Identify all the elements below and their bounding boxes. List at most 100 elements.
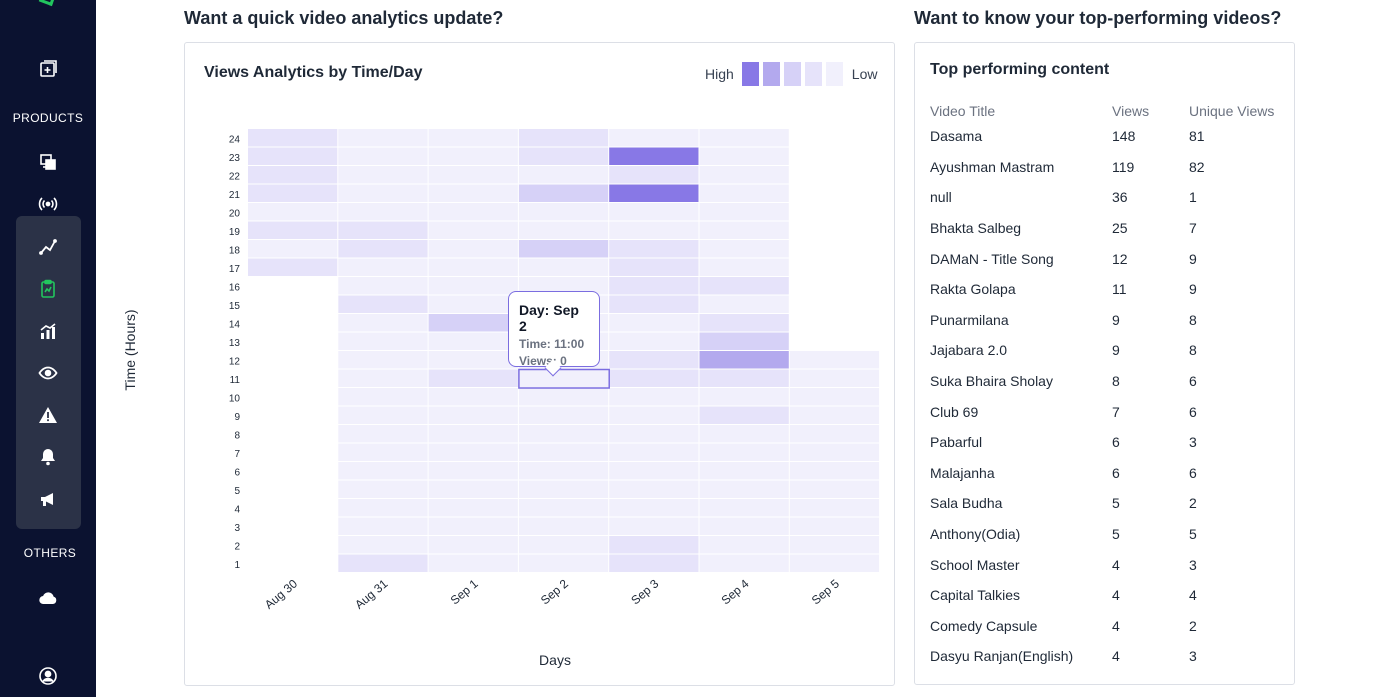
heatmap-cell[interactable]: [609, 129, 699, 147]
heatmap-cell[interactable]: [789, 462, 880, 480]
heatmap-cell[interactable]: [428, 499, 518, 517]
heatmap-cell[interactable]: [248, 184, 338, 203]
column-header-unique-views[interactable]: Unique Views: [1189, 103, 1275, 119]
heatmap-cell[interactable]: [789, 351, 880, 369]
heatmap-cell[interactable]: [699, 554, 789, 573]
heatmap-cell[interactable]: [518, 554, 609, 573]
heatmap-cell[interactable]: [338, 203, 428, 221]
table-row[interactable]: Club 69 7 6: [930, 396, 1289, 427]
heatmap-cell[interactable]: [518, 425, 609, 443]
heatmap-cell[interactable]: [248, 147, 338, 166]
heatmap-cell[interactable]: [609, 369, 699, 388]
heatmap-cell[interactable]: [248, 203, 338, 221]
heatmap-cell[interactable]: [609, 240, 699, 258]
heatmap-cell[interactable]: [428, 295, 518, 314]
heatmap-cell[interactable]: [609, 166, 699, 184]
table-row[interactable]: Dasama 148 81: [930, 121, 1289, 152]
heatmap-cell[interactable]: [428, 517, 518, 536]
table-row[interactable]: Malajanha 6 6: [930, 458, 1289, 489]
heatmap-cell[interactable]: [518, 240, 609, 258]
heatmap-cell[interactable]: [789, 425, 880, 443]
heatmap-cell[interactable]: [428, 480, 518, 499]
heatmap-cell[interactable]: [609, 277, 699, 295]
heatmap-cell[interactable]: [428, 258, 518, 277]
heatmap-cell[interactable]: [609, 443, 699, 462]
heatmap-cell[interactable]: [699, 499, 789, 517]
table-row[interactable]: Jajabara 2.0 9 8: [930, 335, 1289, 366]
heatmap-cell[interactable]: [338, 351, 428, 369]
heatmap-cell[interactable]: [699, 480, 789, 499]
heatmap-cell[interactable]: [699, 536, 789, 554]
clipboard-icon[interactable]: [30, 275, 66, 303]
heatmap-cell[interactable]: [248, 166, 338, 184]
table-row[interactable]: Capital Talkies 4 4: [930, 580, 1289, 611]
heatmap-cell[interactable]: [338, 388, 428, 406]
heatmap-cell[interactable]: [699, 351, 789, 369]
heatmap-cell[interactable]: [609, 258, 699, 277]
heatmap-cell[interactable]: [609, 314, 699, 332]
heatmap-cell[interactable]: [609, 406, 699, 425]
alert-icon[interactable]: [30, 401, 66, 429]
heatmap-cell[interactable]: [428, 332, 518, 351]
heatmap-cell[interactable]: [338, 480, 428, 499]
heatmap-cell[interactable]: [518, 388, 609, 406]
heatmap-cell[interactable]: [338, 129, 428, 147]
heatmap-cell[interactable]: [609, 221, 699, 240]
table-row[interactable]: null 36 1: [930, 182, 1289, 213]
heatmap-cell[interactable]: [428, 462, 518, 480]
live-broadcast-icon[interactable]: [30, 190, 66, 218]
heatmap-cell[interactable]: [699, 443, 789, 462]
heatmap-cell[interactable]: [609, 388, 699, 406]
heatmap-cell[interactable]: [428, 536, 518, 554]
table-row[interactable]: Rakta Golapa 11 9: [930, 274, 1289, 305]
heatmap-cell[interactable]: [789, 480, 880, 499]
table-row[interactable]: Dasyu Ranjan(English) 4 3: [930, 641, 1289, 672]
heatmap-cell[interactable]: [518, 369, 609, 388]
heatmap-cell[interactable]: [518, 147, 609, 166]
heatmap-cell[interactable]: [609, 517, 699, 536]
table-row[interactable]: Punarmilana 9 8: [930, 305, 1289, 336]
heatmap-cell[interactable]: [609, 332, 699, 351]
heatmap-cell[interactable]: [518, 443, 609, 462]
heatmap-cell[interactable]: [248, 258, 338, 277]
table-row[interactable]: Anthony(Odia) 5 5: [930, 519, 1289, 550]
heatmap-cell[interactable]: [518, 536, 609, 554]
heatmap-cell[interactable]: [428, 425, 518, 443]
table-row[interactable]: Sala Budha 5 2: [930, 488, 1289, 519]
heatmap-cell[interactable]: [699, 277, 789, 295]
heatmap-cell[interactable]: [699, 184, 789, 203]
heatmap-cell[interactable]: [338, 277, 428, 295]
heatmap-cell[interactable]: [428, 203, 518, 221]
heatmap-cell[interactable]: [428, 277, 518, 295]
megaphone-icon[interactable]: [30, 485, 66, 513]
user-account-icon[interactable]: [30, 662, 66, 690]
heatmap-cell[interactable]: [699, 332, 789, 351]
heatmap-cell[interactable]: [338, 554, 428, 573]
heatmap-cell[interactable]: [699, 425, 789, 443]
heatmap-cell[interactable]: [428, 129, 518, 147]
heatmap-cell[interactable]: [699, 406, 789, 425]
heatmap-cell[interactable]: [428, 554, 518, 573]
heatmap-cell[interactable]: [699, 147, 789, 166]
heatmap-cell[interactable]: [789, 517, 880, 536]
heatmap-cell[interactable]: [609, 184, 699, 203]
table-row[interactable]: Suka Bhaira Sholay 8 6: [930, 366, 1289, 397]
heatmap-cell[interactable]: [338, 147, 428, 166]
heatmap-cell[interactable]: [789, 369, 880, 388]
heatmap-cell[interactable]: [428, 184, 518, 203]
table-row[interactable]: Pabarful 6 3: [930, 427, 1289, 458]
heatmap-cell[interactable]: [518, 406, 609, 425]
eye-icon[interactable]: [30, 359, 66, 387]
heatmap-cell[interactable]: [518, 277, 609, 295]
heatmap-cell[interactable]: [338, 536, 428, 554]
heatmap-cell[interactable]: [518, 129, 609, 147]
heatmap-cell[interactable]: [338, 425, 428, 443]
heatmap-cell[interactable]: [428, 147, 518, 166]
highlighted-cell[interactable]: [518, 368, 610, 389]
heatmap-cell[interactable]: [789, 388, 880, 406]
heatmap-cell[interactable]: [338, 221, 428, 240]
heatmap-cell[interactable]: [518, 258, 609, 277]
heatmap-cell[interactable]: [338, 295, 428, 314]
heatmap-cell[interactable]: [609, 295, 699, 314]
cloud-icon[interactable]: [30, 584, 66, 612]
